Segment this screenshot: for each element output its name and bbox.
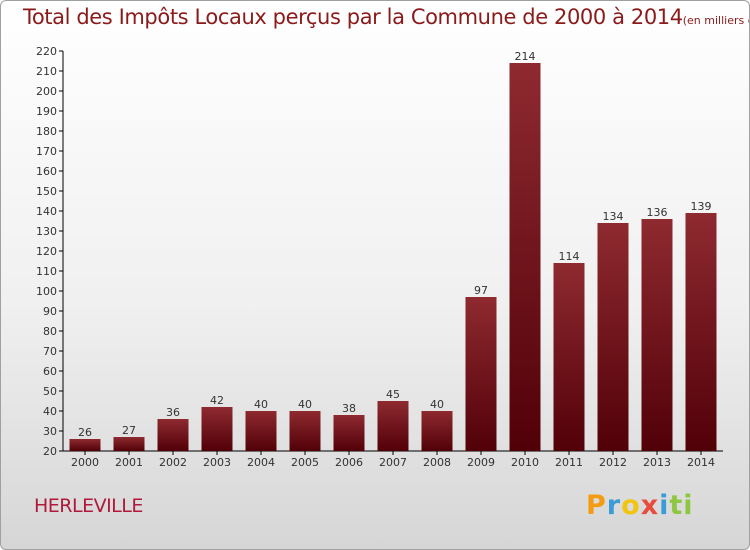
bar bbox=[113, 437, 145, 451]
bar bbox=[641, 219, 673, 451]
bar bbox=[157, 419, 189, 451]
bar-value-label: 214 bbox=[515, 50, 536, 63]
title-line: Total des Impôts Locaux perçus par la Co… bbox=[23, 5, 749, 29]
bar-value-label: 36 bbox=[166, 406, 180, 419]
x-tick-label: 2006 bbox=[335, 456, 363, 469]
logo-letter: o bbox=[621, 490, 641, 521]
x-tick-label: 2009 bbox=[467, 456, 495, 469]
y-tick-label: 110 bbox=[36, 265, 57, 278]
logo-letter: r bbox=[606, 490, 622, 521]
x-tick-label: 2003 bbox=[203, 456, 231, 469]
y-tick-label: 220 bbox=[36, 45, 57, 58]
logo-letter: x bbox=[640, 490, 660, 521]
chart-title: Total des Impôts Locaux perçus par la Co… bbox=[23, 5, 683, 29]
proxiti-logo: Proxiti bbox=[586, 490, 694, 521]
bar bbox=[333, 415, 365, 451]
x-tick-label: 2012 bbox=[599, 456, 627, 469]
y-tick-label: 150 bbox=[36, 185, 57, 198]
bar-value-label: 40 bbox=[298, 398, 312, 411]
bar bbox=[421, 411, 453, 451]
x-tick-label: 2004 bbox=[247, 456, 275, 469]
y-tick-label: 90 bbox=[43, 305, 57, 318]
logo-letter: t bbox=[669, 490, 684, 521]
y-tick-label: 210 bbox=[36, 65, 57, 78]
x-tick-label: 2013 bbox=[643, 456, 671, 469]
logo-letter: P bbox=[586, 490, 607, 521]
bar-value-label: 42 bbox=[210, 394, 224, 407]
x-tick-label: 2007 bbox=[379, 456, 407, 469]
y-tick-label: 40 bbox=[43, 405, 57, 418]
commune-name: HERLEVILLE bbox=[34, 495, 143, 517]
x-tick-label: 2010 bbox=[511, 456, 539, 469]
bar bbox=[289, 411, 321, 451]
x-tick-label: 2005 bbox=[291, 456, 319, 469]
bar-value-label: 45 bbox=[386, 388, 400, 401]
bar bbox=[201, 407, 233, 451]
bar-value-label: 40 bbox=[254, 398, 268, 411]
y-tick-label: 200 bbox=[36, 85, 57, 98]
chart-unit: (en milliers d'€) bbox=[682, 14, 749, 27]
bar-value-label: 136 bbox=[647, 206, 668, 219]
y-tick-label: 30 bbox=[43, 425, 57, 438]
bar bbox=[377, 401, 409, 451]
bar bbox=[245, 411, 277, 451]
y-tick-label: 130 bbox=[36, 225, 57, 238]
y-tick-label: 60 bbox=[43, 365, 57, 378]
y-tick-label: 190 bbox=[36, 105, 57, 118]
y-tick-label: 180 bbox=[36, 125, 57, 138]
bar-value-label: 97 bbox=[474, 284, 488, 297]
bar bbox=[509, 63, 541, 451]
bar bbox=[597, 223, 629, 451]
y-tick-label: 120 bbox=[36, 245, 57, 258]
bar-value-label: 134 bbox=[603, 210, 624, 223]
y-tick-label: 100 bbox=[36, 285, 57, 298]
bar-value-label: 139 bbox=[691, 200, 712, 213]
x-tick-label: 2001 bbox=[115, 456, 143, 469]
bar-value-label: 26 bbox=[78, 426, 92, 439]
y-tick-label: 70 bbox=[43, 345, 57, 358]
bar-value-label: 38 bbox=[342, 402, 356, 415]
y-tick-label: 160 bbox=[36, 165, 57, 178]
bar-value-label: 27 bbox=[122, 424, 136, 437]
plot-area: 20 30 40 50 60 70 80 90 100 110 120 130 140 150 160 170… bbox=[36, 45, 723, 469]
x-tick-label: 2002 bbox=[159, 456, 187, 469]
x-tick-label: 2014 bbox=[687, 456, 715, 469]
x-tick-label: 2011 bbox=[555, 456, 583, 469]
y-tick-label: 170 bbox=[36, 145, 57, 158]
bar-value-label: 40 bbox=[430, 398, 444, 411]
y-tick-label: 80 bbox=[43, 325, 57, 338]
bar bbox=[685, 213, 717, 451]
x-tick-label: 2000 bbox=[71, 456, 99, 469]
logo-letter: i bbox=[659, 490, 670, 521]
bar bbox=[553, 263, 585, 451]
bar bbox=[69, 439, 101, 451]
y-tick-label: 20 bbox=[43, 445, 57, 458]
y-tick-label: 50 bbox=[43, 385, 57, 398]
bar bbox=[465, 297, 497, 451]
x-tick-label: 2008 bbox=[423, 456, 451, 469]
logo-letter: i bbox=[683, 490, 694, 521]
bar-value-label: 114 bbox=[559, 250, 580, 263]
y-tick-label: 140 bbox=[36, 205, 57, 218]
